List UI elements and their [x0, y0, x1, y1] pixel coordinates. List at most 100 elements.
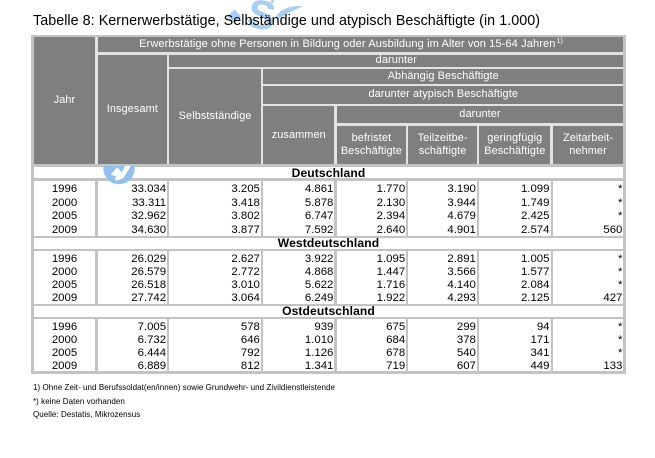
table-cell-year: 1996: [51, 182, 78, 195]
column-header-teilzeit: Teilzeitbe- schäftigte: [408, 125, 477, 165]
column-header-selbststaendige: Selbstständige: [169, 68, 261, 165]
column-header-insgesamt: Insgesamt: [97, 54, 168, 165]
column-separator: [167, 319, 170, 371]
table-cell-value: 1.010: [304, 333, 334, 346]
table-cell-value: 7.005: [137, 320, 167, 333]
logo-watermark-icon: S: [227, 0, 303, 32]
section-rows-bg-deutschland: [33, 181, 624, 236]
column-separator: [476, 319, 480, 371]
table-cell-value: 33.311: [132, 196, 167, 209]
table-cell-value: 3.944: [447, 196, 476, 209]
column-separator: [334, 181, 337, 236]
table-cell-value: *: [617, 278, 623, 291]
row-border: [31, 248, 626, 251]
column-separator: [476, 251, 480, 304]
column-separator: [406, 319, 409, 371]
table-cell-value: 378: [456, 333, 476, 346]
column-header-zusammen: zusammen: [263, 105, 335, 165]
table-cell-value: 3.566: [447, 265, 476, 278]
table-cell-value: 1.716: [376, 278, 406, 291]
table-cell-value: 2.891: [447, 252, 476, 265]
table-cell-value: 939: [314, 320, 334, 333]
table-cell-value: 449: [530, 359, 550, 372]
table-cell-value: *: [617, 265, 623, 278]
column-header-zeitarbeit: Zeitarbeit- nehmer: [552, 125, 624, 165]
table-cell-value: 675: [386, 320, 406, 333]
table-cell-value: 5.878: [304, 196, 334, 209]
table-cell-value: 4.861: [304, 182, 334, 195]
table-cell-year: 2005: [51, 210, 78, 223]
table-cell-value: 2.425: [520, 210, 550, 223]
table-cell-year: 2005: [51, 346, 78, 359]
column-separator: [167, 251, 170, 304]
table-cell-value: 4.901: [447, 224, 476, 237]
column-separator: [406, 251, 409, 304]
table-cell-value: 678: [386, 346, 406, 359]
footnote-asterisk: *) keine Daten vorhanden: [33, 396, 125, 406]
table-cell-value: 3.064: [231, 291, 260, 304]
table-cell-value: 5.622: [304, 278, 334, 291]
group-header-abhaengig: Abhängig Beschäftigte: [263, 68, 624, 84]
table-cell-value: 4.140: [447, 278, 476, 291]
column-separator: [550, 319, 553, 371]
table-cell-value: 33.034: [131, 182, 167, 195]
table-cell-value: 560: [603, 224, 623, 237]
table-cell-value: 6.732: [137, 333, 167, 346]
table-cell-year: 2009: [51, 291, 78, 304]
table-cell-value: 133: [603, 359, 623, 372]
table-cell-value: 3.418: [231, 196, 260, 209]
table-cell-value: 607: [456, 359, 476, 372]
column-separator: [95, 319, 98, 371]
table-cell-value: 34.630: [131, 224, 167, 237]
table-cell-value: 1.447: [376, 265, 406, 278]
table-cell-value: 719: [386, 359, 406, 372]
table-cell-value: *: [617, 333, 623, 346]
column-separator: [260, 251, 264, 304]
table-cell-value: 3.922: [304, 252, 334, 265]
table-cell-value: 4.293: [447, 291, 476, 304]
table-cell-value: 1.126: [304, 346, 334, 359]
footnote-source: Quelle: Destatis, Mikrozensus: [33, 410, 141, 420]
table-cell-year: 2009: [51, 224, 78, 237]
table-cell-value: *: [617, 320, 623, 333]
column-header-befristet: befristet Beschäftigte: [336, 125, 407, 165]
table-cell-value: *: [617, 182, 623, 195]
table-cell-value: 27.742: [131, 291, 167, 304]
group-header-erwerbstaetige: Erwerbstätige ohne Personen in Bildung o…: [97, 36, 624, 53]
row-border: [31, 178, 626, 181]
row-border: [31, 303, 626, 306]
section-rows-bg-ostdeutschland: [33, 319, 624, 371]
table-cell-value: 32.962: [131, 210, 167, 223]
table-cell-value: 4.679: [447, 210, 476, 223]
table-cell-value: *: [617, 252, 623, 265]
table-cell-value: 1.341: [304, 359, 334, 372]
table-cell-value: 7.592: [304, 224, 334, 237]
table-cell-year: 1996: [51, 252, 78, 265]
table-cell-year: 2000: [51, 196, 78, 209]
table-cell-value: 4.868: [304, 265, 334, 278]
table-cell-value: 3.205: [231, 182, 260, 195]
header-bottom-border: [31, 164, 626, 167]
section-header-westdeutschland: Westdeutschland: [33, 236, 624, 250]
table-cell-value: 684: [386, 333, 406, 346]
table-cell-value: 94: [536, 320, 550, 333]
table-cell-value: 1.922: [376, 291, 406, 304]
table-cell-value: 2.772: [231, 265, 260, 278]
table-cell-value: 6.747: [304, 210, 334, 223]
column-separator: [334, 251, 337, 304]
table-cell-value: 341: [530, 346, 550, 359]
table-cell-value: *: [617, 196, 623, 209]
footnote-1: 1) Ohne Zeit- und Berufssoldat(en/innen)…: [33, 383, 336, 393]
section-rows-bg-westdeutschland: [33, 251, 624, 304]
table-cell-value: 578: [240, 320, 260, 333]
table-cell-value: 2.130: [376, 196, 406, 209]
table-cell-year: 2005: [51, 278, 78, 291]
logo-letter: S: [244, 0, 279, 32]
table-cell-value: 1.770: [376, 182, 406, 195]
column-separator: [550, 181, 553, 236]
table-cell-value: 2.394: [376, 210, 406, 223]
table-cell-value: 1.005: [520, 252, 550, 265]
table-cell-value: 2.084: [520, 278, 550, 291]
